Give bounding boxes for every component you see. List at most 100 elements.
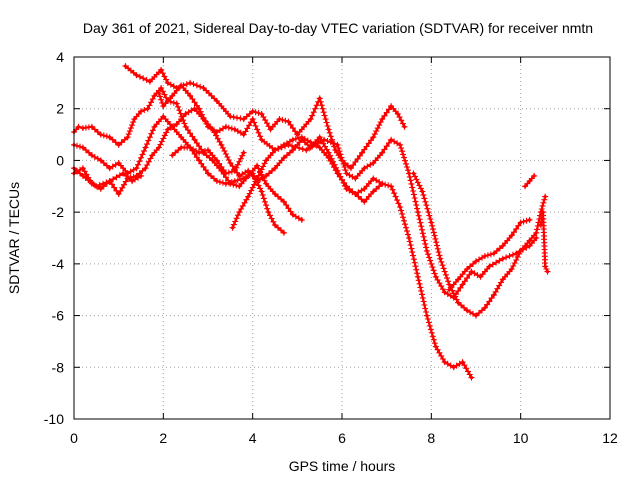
y-tick-label: -4 bbox=[52, 256, 65, 272]
satellite-track-1-point bbox=[251, 110, 254, 113]
satellite-track-5-point bbox=[220, 143, 223, 146]
satellite-track-2-point bbox=[233, 128, 236, 131]
satellite-track-2-point bbox=[305, 149, 308, 152]
satellite-track-3-point bbox=[126, 136, 129, 139]
satellite-track-9-point bbox=[421, 190, 424, 193]
satellite-track-9-point bbox=[544, 195, 547, 198]
y-tick-label: 0 bbox=[56, 152, 64, 168]
satellite-track-1-point bbox=[403, 125, 406, 128]
satellite-track-8-point bbox=[273, 149, 276, 152]
satellite-track-5-point bbox=[309, 146, 312, 149]
satellite-track-9 bbox=[411, 170, 549, 318]
satellite-track-4-point bbox=[144, 146, 147, 149]
satellite-track-10-point bbox=[448, 288, 451, 291]
satellite-track-8-point bbox=[345, 185, 348, 188]
satellite-track-5-point bbox=[265, 174, 268, 177]
satellite-track-3-point bbox=[108, 136, 111, 139]
satellite-track-11-point bbox=[533, 174, 536, 177]
satellite-track-8-point bbox=[231, 226, 234, 229]
satellite-track-1-point bbox=[396, 112, 399, 115]
satellite-track-1-point bbox=[242, 118, 245, 121]
satellite-track-9-point bbox=[430, 221, 433, 224]
satellite-track-2 bbox=[156, 82, 539, 300]
x-tick-label: 2 bbox=[159, 430, 167, 446]
satellite-track-9-point bbox=[457, 301, 460, 304]
satellite-track-2-point bbox=[434, 275, 437, 278]
satellite-track-4-point bbox=[108, 167, 111, 170]
satellite-track-2-point bbox=[372, 161, 375, 164]
satellite-track-2-point bbox=[189, 94, 192, 97]
satellite-track-5-point bbox=[282, 156, 285, 159]
x-tick-label: 8 bbox=[427, 430, 435, 446]
satellite-track-5-point bbox=[363, 187, 366, 190]
satellite-track-1-point bbox=[124, 65, 127, 68]
satellite-track-4-point bbox=[90, 154, 93, 157]
satellite-track-5-point bbox=[273, 167, 276, 170]
satellite-track-8-point bbox=[309, 141, 312, 144]
satellite-track-8-point bbox=[425, 314, 428, 317]
satellite-track-4-point bbox=[162, 115, 165, 118]
y-tick-label: 4 bbox=[56, 49, 64, 65]
satellite-track-9-point bbox=[439, 257, 442, 260]
satellite-track-4-point bbox=[273, 224, 276, 227]
satellite-track-2-point bbox=[488, 265, 491, 268]
satellite-track-8-point bbox=[291, 138, 294, 141]
satellite-track-8-point bbox=[381, 182, 384, 185]
satellite-track-5-point bbox=[318, 136, 321, 139]
satellite-track-2-point bbox=[425, 249, 428, 252]
satellite-track-1-point bbox=[202, 86, 205, 89]
satellite-track-3-point bbox=[146, 107, 149, 110]
satellite-track-8-point bbox=[461, 361, 464, 364]
satellite-track-11-point bbox=[528, 180, 531, 183]
satellite-track-9-point bbox=[519, 249, 522, 252]
satellite-track-3-point bbox=[139, 110, 142, 113]
satellite-track-2-point bbox=[224, 125, 227, 128]
satellite-track-5-point bbox=[81, 167, 84, 170]
satellite-track-2-point bbox=[390, 138, 393, 141]
y-tick-label: -10 bbox=[44, 411, 64, 427]
satellite-track-3-point bbox=[166, 99, 169, 102]
satellite-track-9-markers bbox=[411, 170, 549, 318]
satellite-track-3 bbox=[71, 85, 305, 223]
satellite-track-1-point bbox=[318, 97, 321, 100]
satellite-track-4-point bbox=[198, 159, 201, 162]
satellite-track-5-point bbox=[211, 128, 214, 131]
satellite-track-3-point bbox=[291, 213, 294, 216]
satellite-track-2-point bbox=[528, 244, 531, 247]
satellite-track-5-point bbox=[184, 112, 187, 115]
satellite-track-1-point bbox=[334, 149, 337, 152]
satellite-track-1-point bbox=[349, 167, 352, 170]
satellite-track-7-point bbox=[189, 146, 192, 149]
satellite-track-8-point bbox=[336, 172, 339, 175]
satellite-track-9-point bbox=[535, 231, 538, 234]
satellite-track-2-point bbox=[345, 172, 348, 175]
satellite-track-2-point bbox=[535, 236, 538, 239]
satellite-track-8-point bbox=[399, 205, 402, 208]
satellite-track-7-point bbox=[215, 159, 218, 162]
satellite-track-2-point bbox=[242, 133, 245, 136]
satellite-track-8-point bbox=[470, 376, 473, 379]
x-tick-label: 10 bbox=[513, 430, 529, 446]
satellite-track-4-point bbox=[153, 125, 156, 128]
satellite-track-3-point bbox=[238, 185, 241, 188]
satellite-track-4-point bbox=[99, 159, 102, 162]
satellite-track-5-point bbox=[291, 149, 294, 152]
satellite-track-3-point bbox=[265, 182, 268, 185]
satellite-track-1-point bbox=[229, 115, 232, 118]
satellite-track-10-point bbox=[474, 260, 477, 263]
satellite-track-5-point bbox=[229, 161, 232, 164]
satellite-track-1-point bbox=[309, 118, 312, 121]
satellite-track-3-point bbox=[193, 138, 196, 141]
satellite-track-3-point bbox=[273, 192, 276, 195]
satellite-track-6-point bbox=[95, 185, 98, 188]
satellite-track-3-point bbox=[77, 125, 80, 128]
satellite-track-1-point bbox=[327, 128, 330, 131]
y-tick-label: 2 bbox=[56, 101, 64, 117]
satellite-track-5-point bbox=[144, 167, 147, 170]
satellite-track-10-point bbox=[519, 221, 522, 224]
satellite-track-1-point bbox=[148, 80, 151, 83]
satellite-track-8-point bbox=[327, 156, 330, 159]
satellite-track-4-point bbox=[135, 167, 138, 170]
satellite-track-3-point bbox=[117, 143, 120, 146]
satellite-track-6-point bbox=[122, 172, 125, 175]
